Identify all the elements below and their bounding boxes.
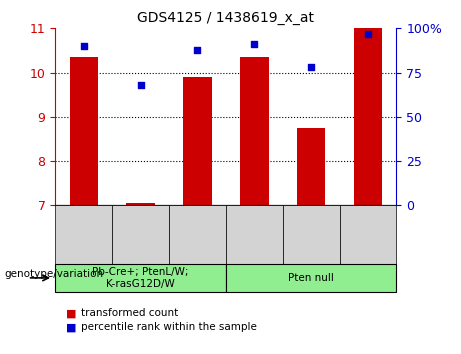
Text: Pb-Cre+; PtenL/W;
K-rasG12D/W: Pb-Cre+; PtenL/W; K-rasG12D/W (92, 267, 189, 289)
Bar (70, 57, 98, 205)
Bar (240, 57, 268, 205)
Bar (183, 77, 212, 205)
Point (80, 43, 88, 49)
Point (364, 31, 372, 36)
Point (137, 82, 144, 88)
Title: GDS4125 / 1438619_x_at: GDS4125 / 1438619_x_at (137, 11, 314, 24)
Text: ■: ■ (66, 308, 77, 318)
Text: ■: ■ (66, 322, 77, 332)
Bar (354, 28, 382, 205)
Text: Pten null: Pten null (288, 273, 334, 283)
Text: genotype/variation: genotype/variation (5, 269, 104, 279)
Text: percentile rank within the sample: percentile rank within the sample (81, 322, 257, 332)
Text: transformed count: transformed count (81, 308, 178, 318)
Point (251, 41, 258, 47)
Bar (126, 203, 155, 205)
Bar (297, 128, 325, 205)
Point (307, 64, 315, 70)
Point (194, 47, 201, 52)
